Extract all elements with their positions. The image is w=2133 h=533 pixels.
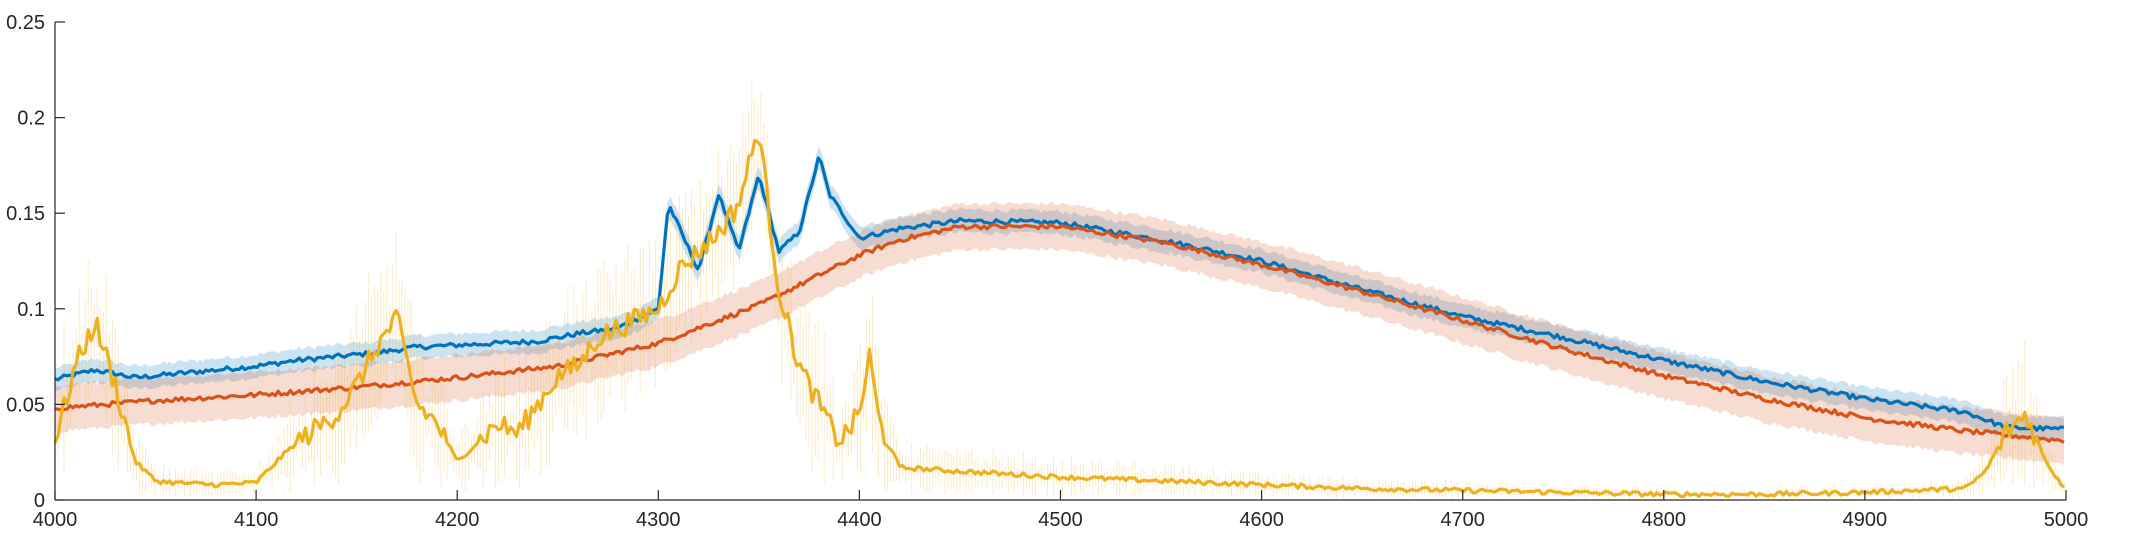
x-tick-label: 4900 <box>1843 509 1888 531</box>
y-tick-label: 0.1 <box>17 299 45 321</box>
noise-envelope <box>54 79 2065 500</box>
x-tick-label: 4000 <box>33 509 78 531</box>
series-2-line <box>54 222 2065 444</box>
series-lines <box>53 138 2066 499</box>
x-tick-label: 5000 <box>2044 509 2089 531</box>
confidence-bands <box>55 146 2064 466</box>
x-tick-label: 4200 <box>435 509 480 531</box>
series-1-line <box>54 156 2065 432</box>
series-3-line <box>53 138 2066 499</box>
x-tick-label: 4600 <box>1239 509 1284 531</box>
x-tick-label: 4100 <box>234 509 279 531</box>
y-tick-label: 0.25 <box>6 12 45 34</box>
x-tick-label: 4500 <box>1038 509 1083 531</box>
x-tick-label: 4700 <box>1440 509 1485 531</box>
series-2-band <box>55 201 2064 466</box>
series-3-noise-strokes <box>54 79 2065 500</box>
y-tick-label: 0 <box>34 490 45 512</box>
x-tick-label: 4800 <box>1642 509 1687 531</box>
y-tick-label: 0.05 <box>6 394 45 416</box>
series-3-noise <box>54 79 2065 500</box>
y-tick-label: 0.15 <box>6 203 45 225</box>
x-tick-label: 4300 <box>636 509 681 531</box>
axes: 4000 4100 4200 4300 4400 4500 4600 4700 4800 4900… <box>6 12 2088 531</box>
x-tick-label: 4400 <box>837 509 882 531</box>
y-tick-label: 0.2 <box>17 108 45 130</box>
